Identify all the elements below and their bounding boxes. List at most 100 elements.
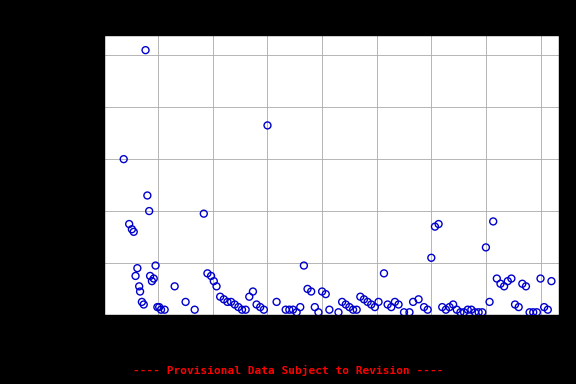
Point xyxy=(482,244,491,250)
Point xyxy=(543,306,552,313)
Text: ---- Provisional Data Subject to Revision ----: ---- Provisional Data Subject to Revisio… xyxy=(132,365,444,376)
Point xyxy=(223,299,232,305)
Point xyxy=(356,294,365,300)
Point xyxy=(147,278,157,284)
Point xyxy=(456,309,465,315)
Point xyxy=(137,299,146,305)
Point xyxy=(131,273,140,279)
Point xyxy=(394,301,403,308)
Point xyxy=(248,288,257,295)
Point xyxy=(345,304,354,310)
Point xyxy=(234,304,243,310)
Point xyxy=(263,122,272,129)
Point xyxy=(414,296,423,302)
Point xyxy=(145,208,154,214)
Point xyxy=(199,210,209,217)
Point xyxy=(215,294,225,300)
Point xyxy=(474,309,483,315)
Point xyxy=(529,309,538,315)
Point xyxy=(241,306,250,313)
Point xyxy=(521,283,530,290)
Point xyxy=(427,255,436,261)
Point xyxy=(135,288,145,295)
Point xyxy=(206,273,215,279)
Point xyxy=(383,301,392,308)
Point xyxy=(289,306,298,313)
Point xyxy=(363,299,372,305)
Point xyxy=(503,278,513,284)
Point xyxy=(237,306,247,313)
Point xyxy=(119,156,128,162)
Point xyxy=(154,304,164,310)
Point xyxy=(423,306,432,313)
Point xyxy=(317,288,327,295)
Point xyxy=(306,288,316,295)
Point xyxy=(226,299,236,305)
Point xyxy=(547,278,556,284)
Point xyxy=(380,270,389,276)
Point xyxy=(478,309,487,315)
Point xyxy=(430,223,439,230)
Point xyxy=(386,304,396,310)
Point xyxy=(143,192,152,199)
Point xyxy=(310,304,320,310)
Point xyxy=(230,301,240,308)
Point xyxy=(419,304,429,310)
Point xyxy=(405,309,414,315)
Point xyxy=(374,299,383,305)
Point xyxy=(245,294,254,300)
Point xyxy=(399,309,408,315)
Point xyxy=(367,301,376,308)
Point xyxy=(259,306,268,313)
Point xyxy=(348,306,358,313)
Point xyxy=(190,306,199,313)
Point xyxy=(434,221,443,227)
Point xyxy=(314,309,323,315)
Point xyxy=(256,304,265,310)
Point xyxy=(272,299,281,305)
Point xyxy=(341,301,350,308)
Point xyxy=(151,263,160,269)
Point xyxy=(441,306,450,313)
Point xyxy=(219,296,229,302)
Point xyxy=(141,47,150,53)
Point xyxy=(467,306,476,313)
Point xyxy=(445,304,454,310)
Point xyxy=(370,304,380,310)
Point xyxy=(460,309,469,315)
Point xyxy=(471,309,480,315)
Point xyxy=(285,306,294,313)
Point xyxy=(492,275,502,281)
Point xyxy=(160,306,169,313)
Point xyxy=(146,273,155,279)
Point xyxy=(300,263,309,269)
Point xyxy=(463,306,472,313)
Point xyxy=(212,283,221,290)
Point xyxy=(157,306,166,313)
Point xyxy=(252,301,261,308)
Point xyxy=(209,278,218,284)
Point xyxy=(129,229,138,235)
Point xyxy=(514,304,523,310)
Point xyxy=(536,275,545,281)
Point xyxy=(127,226,137,232)
Point xyxy=(352,306,361,313)
Point xyxy=(496,281,505,287)
Point xyxy=(485,299,494,305)
Point xyxy=(438,304,447,310)
Point xyxy=(452,306,461,313)
Point xyxy=(334,309,343,315)
Point xyxy=(510,301,520,308)
Point xyxy=(507,275,516,281)
Point xyxy=(518,281,527,287)
Point xyxy=(139,301,149,308)
Point xyxy=(321,291,331,297)
Point xyxy=(391,299,400,305)
Point xyxy=(124,221,134,227)
Point xyxy=(135,283,144,290)
Y-axis label: Streamflow, in cubic feet per second: Streamflow, in cubic feet per second xyxy=(57,62,67,287)
Point xyxy=(153,304,162,310)
Point xyxy=(132,265,142,271)
Point xyxy=(449,301,458,308)
Point xyxy=(181,299,190,305)
